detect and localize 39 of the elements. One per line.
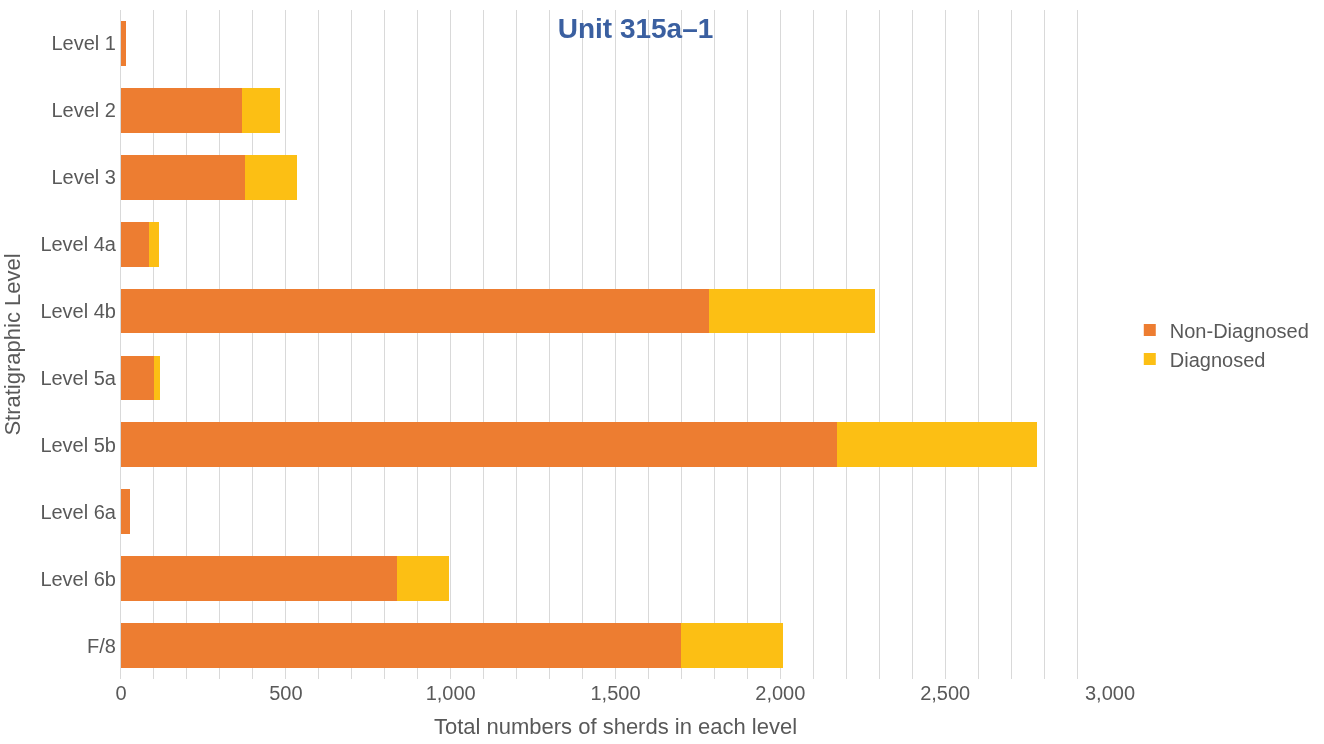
- bar: [121, 556, 397, 602]
- y-tick-label: Level 5a: [40, 366, 117, 389]
- bar: [244, 154, 297, 200]
- y-tick-label: Level 6b: [40, 567, 116, 590]
- y-tick-label: F/8: [87, 634, 116, 657]
- y-tick-label: Level 4a: [40, 233, 117, 256]
- x-tick-label: 0: [115, 682, 127, 704]
- bar: [121, 154, 245, 200]
- x-tick-label: 3,000: [1084, 682, 1136, 704]
- y-tick-label: Level 5b: [40, 433, 116, 456]
- x-tick-label: 2,000: [755, 682, 806, 704]
- bar: [837, 422, 1038, 468]
- x-axis-title: Total numbers of sherds in each level: [433, 713, 798, 739]
- bar: [148, 221, 160, 267]
- legend-label: Diagnosed: [1169, 348, 1266, 371]
- bar: [121, 221, 149, 267]
- y-tick-label: Level 2: [51, 99, 116, 122]
- legend-label: Non-Diagnosed: [1169, 319, 1309, 342]
- bar: [709, 288, 875, 334]
- bar: [681, 623, 784, 668]
- x-tick-label: 1,000: [425, 682, 476, 704]
- y-tick-label: Level 4b: [40, 300, 116, 323]
- y-tick-label: Level 3: [51, 166, 116, 189]
- bar: [121, 489, 130, 535]
- bar: [396, 556, 450, 602]
- x-tick-label: 500: [269, 682, 303, 704]
- y-tick-label: Level 6a: [40, 500, 117, 523]
- x-tick-label: 2,500: [920, 682, 971, 704]
- x-tick-label: 1,500: [590, 682, 641, 704]
- bar: [121, 623, 682, 668]
- y-tick-label: Level 1: [51, 32, 116, 55]
- bar: [121, 422, 838, 468]
- bar: [121, 355, 154, 401]
- bar: [121, 288, 710, 334]
- bar: [241, 87, 280, 133]
- y-axis-title: Stratigraphic Level: [0, 253, 25, 436]
- bar: [121, 87, 242, 133]
- chart-title: Unit 315a–1: [557, 13, 714, 45]
- bar: [121, 21, 126, 66]
